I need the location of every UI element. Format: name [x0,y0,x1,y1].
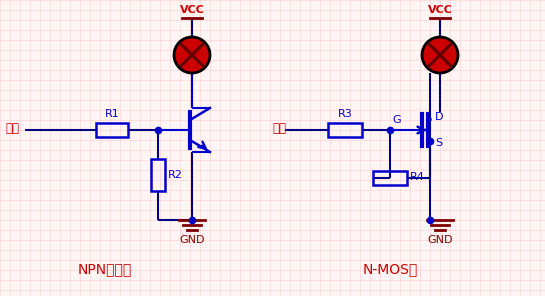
Text: R1: R1 [105,109,119,119]
Bar [373,171,407,185]
Text: GND: GND [427,235,453,245]
Bar [151,159,165,191]
Text: N-MOS管: N-MOS管 [362,262,417,276]
Text: NPN三极管: NPN三极管 [78,262,132,276]
Bar [96,123,128,137]
Text: R4: R4 [410,172,425,182]
Bar [328,123,362,137]
Text: R3: R3 [337,109,353,119]
Text: D: D [435,112,444,122]
Text: VCC: VCC [179,5,204,15]
Text: G: G [392,115,401,125]
Text: 输入: 输入 [5,123,19,136]
Text: S: S [435,138,442,148]
Ellipse shape [174,37,210,73]
Ellipse shape [422,37,458,73]
Text: R2: R2 [168,170,183,180]
Text: VCC: VCC [428,5,452,15]
Text: GND: GND [179,235,205,245]
Text: 输入: 输入 [272,123,286,136]
